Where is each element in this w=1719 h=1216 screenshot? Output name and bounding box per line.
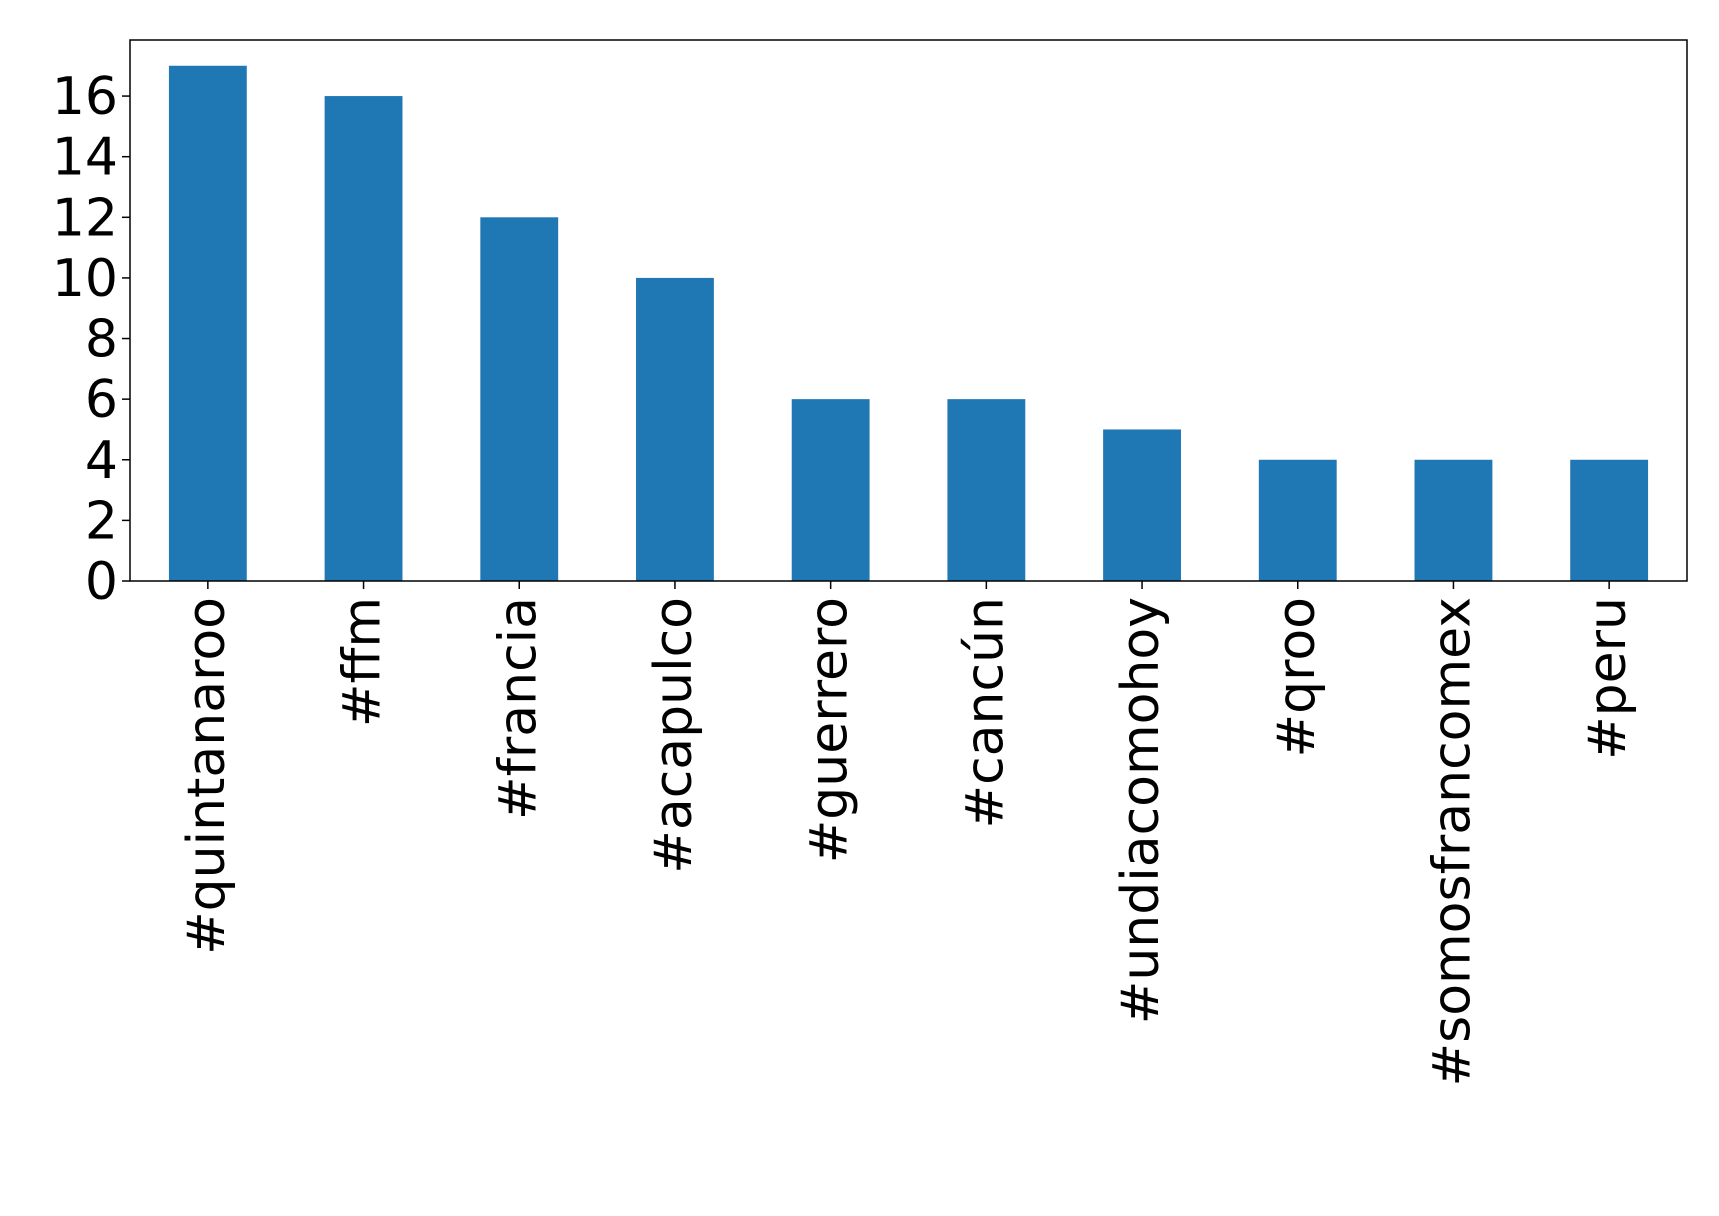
y-tick-label: 14 [52, 128, 118, 188]
bar [1414, 459, 1493, 581]
x-tick-label: #acapulco [644, 597, 704, 874]
x-tick-label: #ffm [333, 597, 393, 727]
y-tick-label: 10 [52, 249, 118, 309]
bar [1258, 459, 1337, 581]
x-tick-label: #somosfrancomex [1422, 597, 1482, 1086]
y-tick-label: 4 [85, 431, 118, 491]
x-tick-label: #cancún [955, 597, 1015, 829]
x-tick-label: #peru [1578, 597, 1638, 760]
y-tick-label: 12 [52, 188, 118, 248]
bar [947, 399, 1026, 581]
y-tick-label: 2 [85, 491, 118, 551]
x-tick-label: #undiacomohoy [1111, 597, 1171, 1024]
plot-frame [129, 39, 1688, 582]
x-tick-label: #quintanaroo [177, 597, 237, 955]
bar [324, 96, 403, 581]
x-tick-label: #qroo [1267, 597, 1327, 757]
y-tick-label: 16 [52, 67, 118, 127]
y-tick-label: 8 [85, 310, 118, 370]
y-tick-label: 6 [85, 370, 118, 430]
bar [636, 277, 714, 581]
y-tick-label: 0 [85, 552, 118, 612]
x-tick-label: #francia [488, 597, 548, 820]
bar [168, 65, 247, 581]
bar [1103, 429, 1181, 581]
bar [1570, 459, 1649, 581]
bar [480, 217, 559, 581]
bar [791, 399, 870, 581]
x-tick-label: #guerrero [800, 597, 860, 863]
